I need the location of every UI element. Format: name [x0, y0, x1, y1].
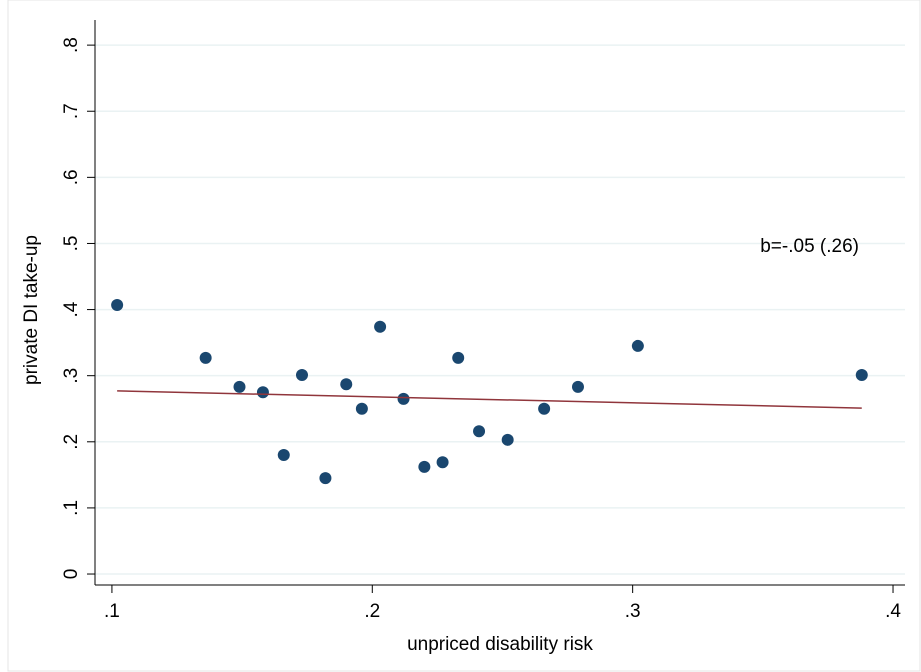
point: [571, 380, 584, 393]
point: [319, 472, 332, 485]
y-tick-label: .5: [61, 236, 82, 252]
point: [111, 298, 124, 311]
point: [436, 456, 449, 469]
point: [256, 386, 269, 399]
x-tick-label: .3: [625, 601, 641, 622]
point: [374, 320, 387, 333]
point: [233, 380, 246, 393]
point: [452, 351, 465, 364]
y-tick-label: .8: [61, 37, 82, 53]
point: [295, 369, 308, 382]
point: [418, 460, 431, 473]
point: [397, 392, 410, 405]
point: [855, 369, 868, 382]
y-tick-label: .7: [61, 103, 82, 119]
x-tick-label: .2: [364, 601, 380, 622]
point: [631, 339, 644, 352]
point: [340, 378, 353, 391]
point: [538, 402, 551, 415]
y-tick-label: .4: [61, 301, 82, 317]
annotation: b=-.05 (.26): [760, 236, 859, 257]
y-tick-label: .6: [61, 169, 82, 185]
x-axis-label: unpriced disability risk: [407, 634, 593, 655]
x-tick-label: .1: [104, 601, 120, 622]
y-tick-label: .2: [61, 434, 82, 450]
point: [355, 402, 368, 415]
fit-line: [117, 390, 862, 409]
y-tick-label: .1: [61, 500, 82, 516]
chart-frame: [7, 0, 921, 672]
point: [501, 433, 514, 446]
point: [473, 425, 486, 438]
y-tick-label: 0: [61, 569, 82, 580]
y-axis-label: private DI take-up: [21, 235, 42, 385]
y-tick-label: .3: [61, 368, 82, 384]
x-tick-label: .4: [885, 601, 901, 622]
point: [277, 449, 290, 462]
point: [199, 351, 212, 364]
